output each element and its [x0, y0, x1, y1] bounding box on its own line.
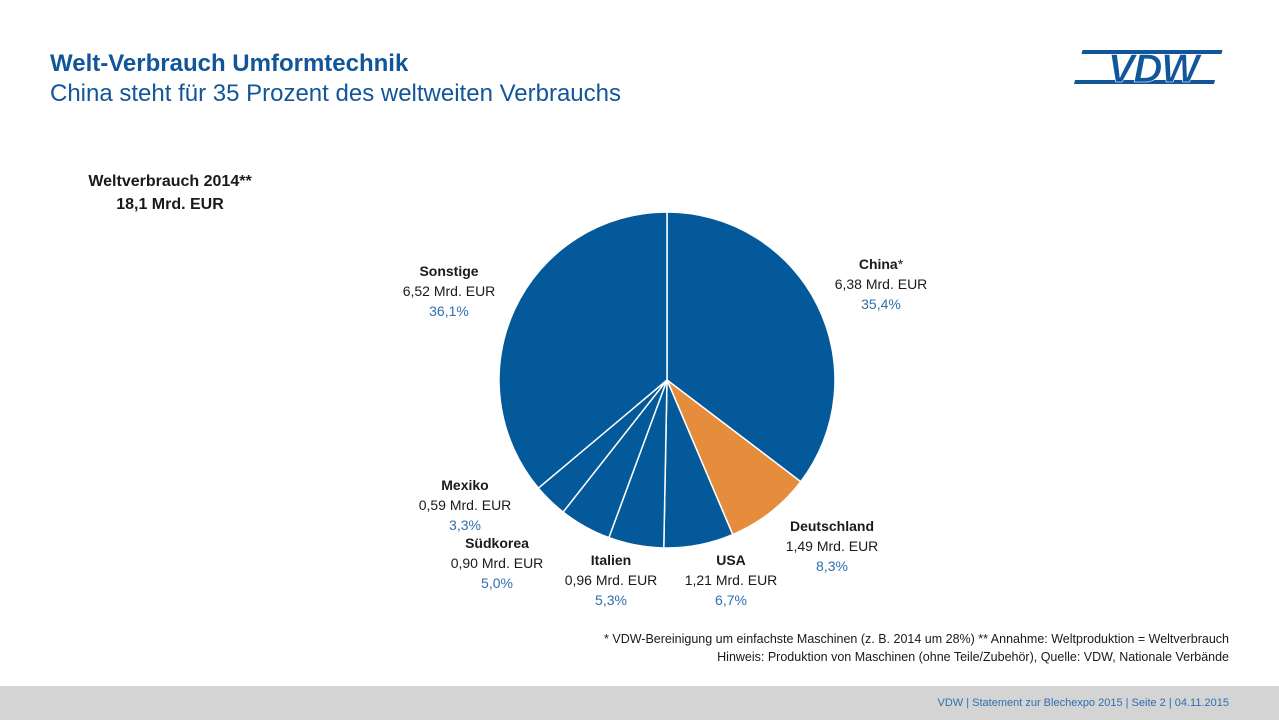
slice-label-usa: USA 1,21 Mrd. EUR 6,7%: [656, 550, 806, 610]
slice-percent: 8,3%: [816, 558, 848, 574]
total-title: Weltverbrauch 2014**: [88, 173, 252, 190]
slice-percent: 36,1%: [429, 303, 469, 319]
slice-percent: 35,4%: [861, 296, 901, 312]
vdw-logo: VDW: [1074, 47, 1223, 90]
page-subtitle: China steht für 35 Prozent des weltweite…: [50, 80, 621, 107]
total-value: 18,1 Mrd. EUR: [116, 196, 224, 213]
slice-label-italien: Italien 0,96 Mrd. EUR 5,3%: [536, 550, 686, 610]
page-title: Welt-Verbrauch Umformtechnik: [50, 50, 409, 77]
slice-name: Mexiko: [441, 477, 489, 493]
slice-percent: 5,3%: [595, 592, 627, 608]
pie-slice-china: [666, 211, 836, 483]
footnote-line-2: Hinweis: Produktion von Maschinen (ohne …: [717, 650, 1229, 664]
slice-percent: 3,3%: [449, 517, 481, 533]
slice-label-mexiko: Mexiko 0,59 Mrd. EUR 3,3%: [390, 475, 540, 535]
total-box: Weltverbrauch 2014** 18,1 Mrd. EUR: [40, 170, 300, 216]
pie-slice-sonstige: [498, 211, 668, 489]
slice-value: 0,90 Mrd. EUR: [450, 555, 544, 571]
slice-name: USA: [716, 552, 746, 568]
slice-value: 6,38 Mrd. EUR: [834, 276, 928, 292]
footer-bar: VDW | Statement zur Blechexpo 2015 | Sei…: [0, 686, 1279, 720]
footnotes: * VDW-Bereinigung um einfachste Maschine…: [604, 630, 1229, 666]
slice-percent: 5,0%: [481, 575, 513, 591]
slice-value: 6,52 Mrd. EUR: [402, 283, 496, 299]
slice-label-deutschland: Deutschland 1,49 Mrd. EUR 8,3%: [757, 516, 907, 576]
slice-value: 1,21 Mrd. EUR: [684, 572, 778, 588]
vdw-logo-text: VDW: [1108, 47, 1203, 90]
footnote-line-1: * VDW-Bereinigung um einfachste Maschine…: [604, 632, 1229, 646]
pie-slice-deutschland: [666, 379, 802, 536]
slice-name: Südkorea: [465, 535, 529, 551]
slice-name-suffix: *: [897, 256, 904, 272]
slice-name: Deutschland: [789, 518, 874, 534]
slice-name: Sonstige: [419, 263, 479, 279]
footer-text: VDW | Statement zur Blechexpo 2015 | Sei…: [937, 697, 1229, 709]
slice-percent: 6,7%: [715, 592, 747, 608]
pie-slices: [498, 211, 836, 549]
slice-value: 1,49 Mrd. EUR: [785, 538, 879, 554]
slice-label-s-dkorea: Südkorea 0,90 Mrd. EUR 5,0%: [422, 533, 572, 593]
slice-label-sonstige: Sonstige 6,52 Mrd. EUR 36,1%: [374, 261, 524, 321]
slice-value: 0,59 Mrd. EUR: [418, 497, 512, 513]
slice-name: Italien: [590, 552, 632, 568]
slice-label-china: China* 6,38 Mrd. EUR 35,4%: [806, 254, 956, 314]
slice-value: 0,96 Mrd. EUR: [564, 572, 658, 588]
slice-name: China: [858, 256, 898, 272]
